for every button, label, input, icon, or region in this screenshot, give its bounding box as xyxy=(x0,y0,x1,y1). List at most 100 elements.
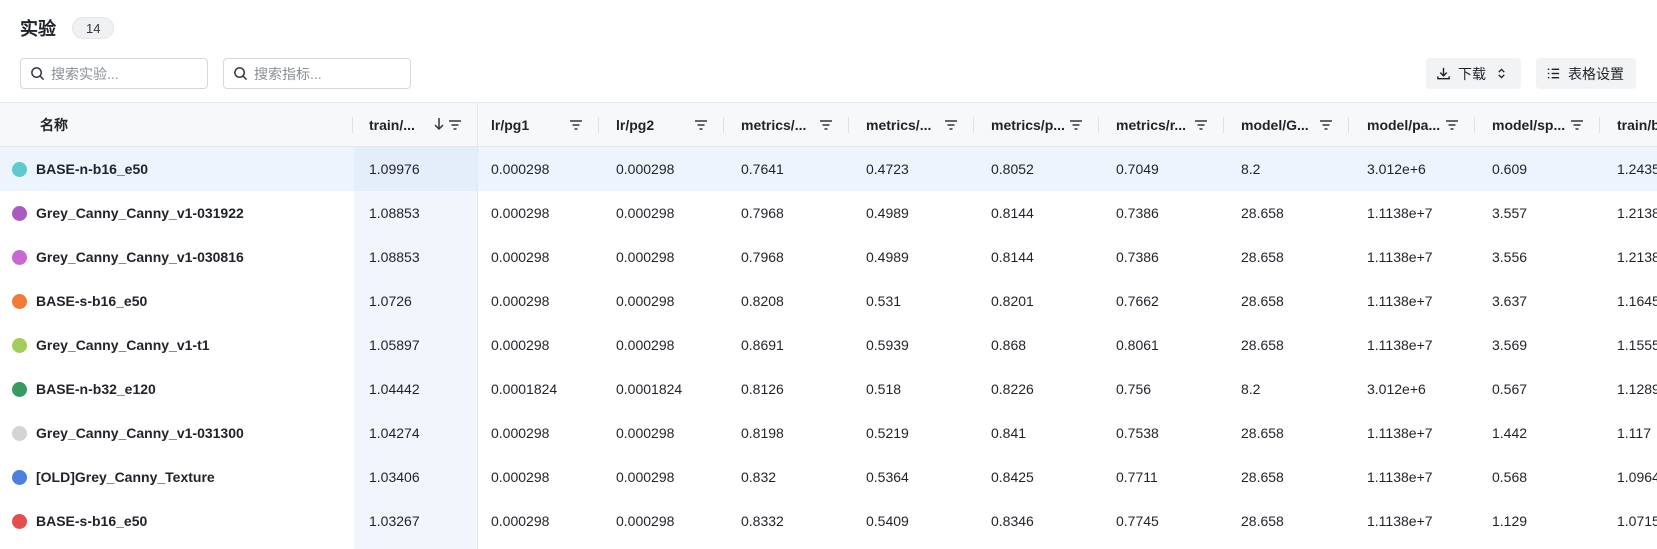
column-header-name[interactable]: 名称 xyxy=(40,117,68,133)
cell-metrics-1: 0.7641 xyxy=(741,161,784,177)
cell-lr-pg1: 0.000298 xyxy=(491,293,550,309)
column-divider[interactable] xyxy=(848,117,849,133)
table-row[interactable]: Grey_Canny_Canny_v1-030816 1.08853 0.00029… xyxy=(0,235,1657,279)
column-header-model-sp[interactable]: model/sp... xyxy=(1492,117,1566,133)
column-divider[interactable] xyxy=(1348,117,1349,133)
experiment-name[interactable]: BASE-n-b16_e50 xyxy=(36,161,149,177)
cell-model-pa: 1.1138e+7 xyxy=(1367,337,1433,353)
filter-icon[interactable] xyxy=(694,118,708,130)
cell-metrics-2: 0.4989 xyxy=(866,249,909,265)
column-divider[interactable] xyxy=(1474,117,1475,133)
search-metrics-input[interactable] xyxy=(254,65,394,82)
column-divider[interactable] xyxy=(1223,117,1224,133)
experiment-name[interactable]: Grey_Canny_Canny_v1-t1 xyxy=(36,337,210,353)
cell-train: 1.08853 xyxy=(369,249,420,265)
experiment-color-dot[interactable] xyxy=(12,514,27,529)
experiment-color-dot[interactable] xyxy=(12,206,27,221)
experiment-name[interactable]: Grey_Canny_Canny_v1-030816 xyxy=(36,249,244,265)
table-row[interactable]: BASE-n-b32_e120 1.04442 0.0001824 0.0001824… xyxy=(0,367,1657,411)
cell-metrics-1: 0.8126 xyxy=(741,381,784,397)
download-button[interactable]: 下载 xyxy=(1426,58,1521,89)
table-row[interactable]: Grey_Canny_Canny_v1-t1 1.05897 0.000298 0.0… xyxy=(0,323,1657,367)
cell-train: 1.03406 xyxy=(369,469,420,485)
cell-lr-pg2: 0.000298 xyxy=(616,469,675,485)
filter-icon[interactable] xyxy=(448,118,462,130)
experiment-name[interactable]: BASE-s-b16_e50 xyxy=(36,513,148,529)
cell-train: 1.09976 xyxy=(369,161,420,177)
table-settings-icon xyxy=(1547,68,1560,79)
column-divider[interactable] xyxy=(1098,117,1099,133)
column-header-metrics-r[interactable]: metrics/r... xyxy=(1116,117,1187,133)
search-experiments-field[interactable] xyxy=(20,58,208,89)
cell-model-sp: 0.609 xyxy=(1492,161,1528,177)
column-header-metrics-p[interactable]: metrics/p... xyxy=(991,117,1065,133)
table-settings-button[interactable]: 表格设置 xyxy=(1536,58,1636,89)
table-row[interactable]: BASE-n-b16_e50 1.09976 0.000298 0.000298 0.7… xyxy=(0,147,1657,191)
cell-metrics-1: 0.8332 xyxy=(741,513,784,529)
cell-metrics-2: 0.5939 xyxy=(866,337,909,353)
experiment-color-dot[interactable] xyxy=(12,426,27,441)
filter-icon[interactable] xyxy=(1069,118,1083,130)
table-row[interactable]: Grey_Canny_Canny_v1-031922 1.08853 0.00029… xyxy=(0,191,1657,235)
column-header-lr-pg2[interactable]: lr/pg2 xyxy=(616,117,655,133)
cell-metrics-r: 0.7662 xyxy=(1116,293,1159,309)
filter-icon[interactable] xyxy=(944,118,958,130)
search-experiments-input[interactable] xyxy=(51,65,191,82)
cell-metrics-p: 0.8144 xyxy=(991,249,1034,265)
experiment-color-dot[interactable] xyxy=(12,382,27,397)
sort-descending-icon[interactable] xyxy=(433,117,445,131)
experiment-color-dot[interactable] xyxy=(12,294,27,309)
column-header-metrics-2[interactable]: metrics/... xyxy=(866,117,932,133)
experiment-name[interactable]: Grey_Canny_Canny_v1-031300 xyxy=(36,425,244,441)
experiment-color-dot[interactable] xyxy=(12,470,27,485)
cell-model-sp: 0.567 xyxy=(1492,381,1528,397)
filter-icon[interactable] xyxy=(1194,118,1208,130)
table-row[interactable]: Grey_Canny_Canny_v1-031300 1.04274 0.00029… xyxy=(0,411,1657,455)
experiment-name[interactable]: BASE-n-b32_e120 xyxy=(36,381,156,397)
column-divider[interactable] xyxy=(723,117,724,133)
column-header-model-g[interactable]: model/G... xyxy=(1241,117,1309,133)
column-header-metrics-1[interactable]: metrics/... xyxy=(741,117,807,133)
filter-icon[interactable] xyxy=(569,118,583,130)
column-header-train-b[interactable]: train/b xyxy=(1617,117,1657,133)
cell-metrics-p: 0.8052 xyxy=(991,161,1034,177)
table-header-row: 名称 train/... lr/pg1 lr/pg2 metrics/... metri… xyxy=(0,103,1657,549)
experiment-name[interactable]: BASE-s-b16_e50 xyxy=(36,293,148,309)
column-header-lr-pg1[interactable]: lr/pg1 xyxy=(491,117,530,133)
experiment-name[interactable]: [OLD]Grey_Canny_Texture xyxy=(36,469,215,485)
cell-model-sp: 1.442 xyxy=(1492,425,1528,441)
cell-metrics-2: 0.5364 xyxy=(866,469,909,485)
column-divider[interactable] xyxy=(1599,117,1600,133)
experiment-color-dot[interactable] xyxy=(12,338,27,353)
table-row[interactable]: BASE-s-b16_e50 1.03267 0.000298 0.000298 0.8… xyxy=(0,499,1657,543)
cell-train: 1.08853 xyxy=(369,205,420,221)
cell-model-pa: 3.012e+6 xyxy=(1367,381,1426,397)
cell-metrics-1: 0.7968 xyxy=(741,205,784,221)
experiment-color-dot[interactable] xyxy=(12,250,27,265)
filter-icon[interactable] xyxy=(1319,118,1333,130)
cell-metrics-r: 0.7049 xyxy=(1116,161,1159,177)
column-header-train[interactable]: train/... xyxy=(369,117,415,133)
cell-lr-pg2: 0.000298 xyxy=(616,425,675,441)
table-row[interactable]: [OLD]Grey_Canny_Texture 1.03406 0.000298 0.… xyxy=(0,455,1657,499)
filter-icon[interactable] xyxy=(1445,118,1459,130)
cell-model-pa: 1.1138e+7 xyxy=(1367,249,1433,265)
table-row[interactable]: BASE-s-b16_e50 1.0726 0.000298 0.000298 0.82… xyxy=(0,279,1657,323)
column-divider[interactable] xyxy=(973,117,974,133)
cell-metrics-p: 0.8201 xyxy=(991,293,1034,309)
search-metrics-field[interactable] xyxy=(223,58,411,89)
cell-train: 1.03267 xyxy=(369,513,420,529)
cell-metrics-r: 0.7745 xyxy=(1116,513,1159,529)
experiment-name[interactable]: Grey_Canny_Canny_v1-031922 xyxy=(36,205,244,221)
cell-metrics-r: 0.7538 xyxy=(1116,425,1159,441)
download-label: 下载 xyxy=(1458,65,1486,82)
cell-metrics-2: 0.5219 xyxy=(866,425,909,441)
cell-model-pa: 1.1138e+7 xyxy=(1367,205,1433,221)
column-divider[interactable] xyxy=(352,117,353,133)
column-header-model-pa[interactable]: model/pa... xyxy=(1367,117,1441,133)
column-divider[interactable] xyxy=(598,117,599,133)
experiment-color-dot[interactable] xyxy=(12,162,27,177)
cell-model-sp: 1.129 xyxy=(1492,513,1528,529)
filter-icon[interactable] xyxy=(819,118,833,130)
filter-icon[interactable] xyxy=(1570,118,1584,130)
